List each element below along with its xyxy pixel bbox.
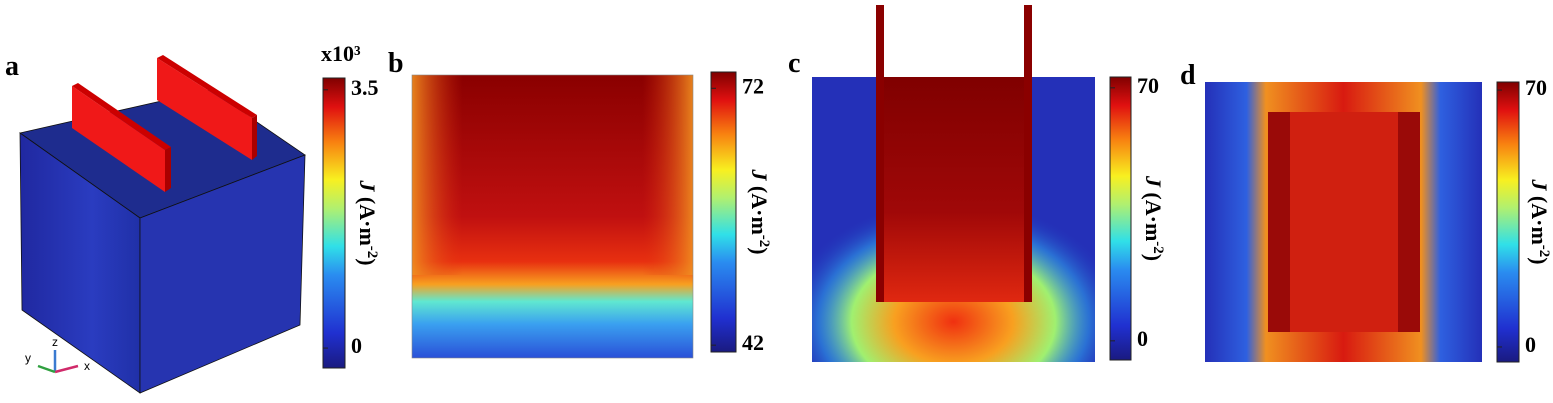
colorbar-title: J (A·m-2) (747, 168, 772, 254)
colorbar (710, 71, 737, 353)
panel-label: c (788, 48, 800, 79)
colorbar-tick-label: 0 (1525, 332, 1536, 357)
colorbar-tick-label: 0 (351, 333, 362, 358)
axis-label-z: z (52, 335, 58, 349)
axis-triad: z x y (25, 335, 90, 374)
colorbar-tick-label: 70 (1525, 75, 1547, 100)
colorbar-title: J (A·m-2) (1141, 175, 1166, 261)
unit-text: (A·m (355, 191, 380, 245)
panel-b-map (411, 74, 694, 359)
colorbar (322, 77, 346, 369)
unit-symbol: J (747, 168, 772, 181)
colorbar-multiplier: x10³ (321, 41, 361, 66)
panel-c-map (812, 5, 1095, 362)
colorbar-tick-label: 72 (742, 73, 764, 98)
axis-label-y: y (25, 351, 31, 365)
panel-label: b (388, 48, 404, 79)
colorbar-title: J (A·m-2) (1527, 178, 1552, 264)
panel-label: a (5, 51, 19, 82)
unit-text: (A·m (1527, 190, 1552, 244)
unit-close: ) (355, 258, 380, 265)
unit-exponent: -2 (364, 246, 380, 259)
panel-label: d (1180, 60, 1196, 91)
panel-a-model (19, 55, 306, 394)
unit-close: ) (1141, 254, 1166, 261)
unit-text: (A·m (747, 180, 772, 234)
unit-symbol: J (355, 179, 380, 192)
unit-symbol: J (1141, 175, 1166, 188)
axis-label-x: x (84, 359, 90, 373)
unit-exponent: -2 (756, 235, 772, 248)
unit-text: (A·m (1141, 187, 1166, 241)
colorbar-tick-label: 70 (1137, 73, 1159, 98)
unit-exponent: -2 (1536, 245, 1552, 258)
colorbar (1109, 76, 1132, 361)
colorbar (1496, 81, 1520, 363)
unit-close: ) (747, 247, 772, 254)
unit-symbol: J (1527, 178, 1552, 191)
colorbar-tick-label: 42 (742, 330, 764, 355)
unit-close: ) (1527, 257, 1552, 264)
colorbar-title: J (A·m-2) (355, 179, 380, 265)
panel-d-map (1205, 82, 1482, 362)
colorbar-tick-label: 0 (1137, 326, 1148, 351)
colorbar-tick-label: 3.5 (351, 75, 379, 100)
unit-exponent: -2 (1150, 241, 1166, 254)
